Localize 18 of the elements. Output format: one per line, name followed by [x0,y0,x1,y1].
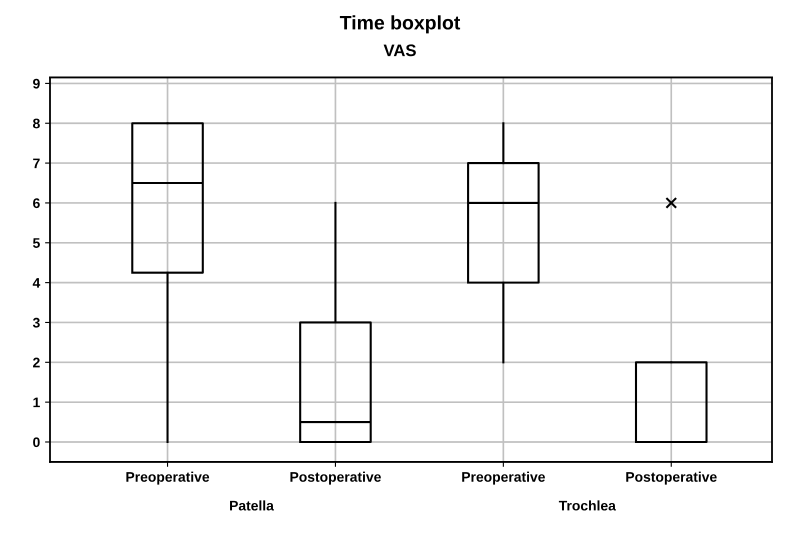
x-tick-label: Postoperative [290,472,381,485]
chart-title: Time boxplot [340,15,460,34]
chart-subtitle: VAS [384,44,416,56]
y-tick-label: 5 [32,238,40,248]
y-tick-label: 9 [33,78,40,89]
y-tick-label: 7 [33,158,40,168]
x-tick-label: Postoperative [626,472,717,485]
x-tick-label: Preoperative [126,472,210,485]
x-tick-label: Preoperative [462,472,545,485]
y-tick-label: 2 [33,358,40,368]
y-tick-label: 0 [33,437,40,448]
y-tick-label: 3 [32,318,40,328]
text: Trochlea [558,500,616,511]
y-tick-label: 1 [33,398,40,408]
y-tick-label: 4 [32,278,40,288]
text: Patella [230,500,274,511]
y-tick-label: 8 [32,118,40,128]
y-tick-label: 6 [33,198,40,208]
